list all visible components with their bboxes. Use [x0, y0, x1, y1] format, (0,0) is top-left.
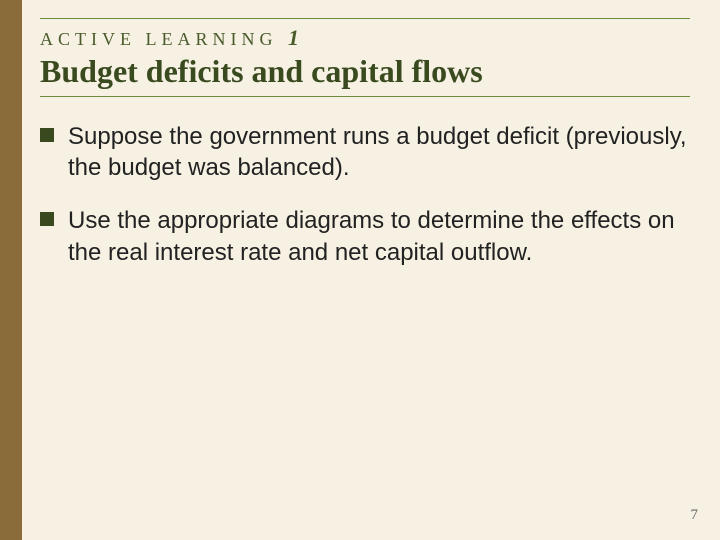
header-rule-bottom [40, 96, 690, 97]
header-rule-top [40, 18, 690, 19]
bullet-marker-icon [40, 212, 54, 226]
list-item: Use the appropriate diagrams to determin… [40, 205, 690, 267]
slide-content: ACTIVE LEARNING 1 Budget deficits and ca… [40, 0, 690, 540]
bullet-text: Suppose the government runs a budget def… [68, 121, 690, 183]
kicker-number: 1 [288, 25, 299, 50]
slide-title: Budget deficits and capital flows [40, 53, 690, 90]
left-accent-stripe [0, 0, 22, 540]
bullet-marker-icon [40, 128, 54, 142]
slide-header: ACTIVE LEARNING 1 Budget deficits and ca… [40, 0, 690, 97]
bullet-text: Use the appropriate diagrams to determin… [68, 205, 690, 267]
kicker-line: ACTIVE LEARNING 1 [40, 25, 690, 51]
page-number: 7 [691, 507, 699, 524]
kicker-text: ACTIVE LEARNING [40, 29, 277, 49]
bullet-list: Suppose the government runs a budget def… [40, 121, 690, 268]
list-item: Suppose the government runs a budget def… [40, 121, 690, 183]
